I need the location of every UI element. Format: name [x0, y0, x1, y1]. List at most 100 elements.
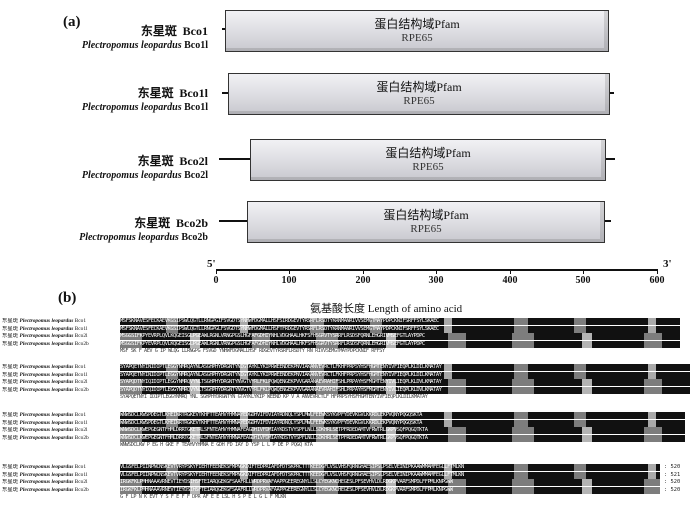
- alignment-block-1: 东星斑 Plectropomus leopardus Bco1 MSFSKNAV…: [0, 318, 700, 354]
- axis-tick: [583, 269, 584, 274]
- alignment-sequence: SYAPQDTNYIQIDIPTLEGGYNMRQVYNLTSGHPHYDRGN…: [120, 379, 690, 387]
- row-1-species-gene: Bco1l: [184, 40, 208, 51]
- row-2-species: Plectropomus leopardus: [81, 102, 182, 113]
- alignment-row: 东星斑 Plectropomus leopardus Bco1 VLGSFELP…: [0, 464, 700, 472]
- alignment-row-label: 东星斑 Plectropomus leopardus Bco1l: [2, 325, 88, 332]
- alignment-sequence: VLGSFELPIINPNCNSKEVTVRYPSKYFIEHTFEENEKSF…: [120, 471, 660, 479]
- alignment-row-label: 东星斑 Plectropomus leopardus Bco2b: [2, 434, 89, 441]
- row-2-label: 东星斑 Bco1l Plectropomus leopardus Bco1l: [58, 86, 208, 115]
- axis-tick-label: 300: [428, 275, 444, 286]
- panel-b-label: (b): [58, 290, 77, 306]
- consensus-line: WNWSDCLKW P EG H GKE F TEAHVYHMNA E GDH …: [120, 442, 313, 448]
- consensus-line: SYAPQETNYI IDIPTLEGGYNMRQ YNL SGHPHYDRGN…: [120, 394, 428, 400]
- axis-tick: [216, 269, 217, 274]
- axis-end-label: 3': [663, 258, 672, 270]
- alignment-sequence: SYAPQDTNYIQIDIPTLEGGYNMRQVYNLTSGHPHYDRGN…: [120, 387, 690, 395]
- alignment-block-2: 东星斑 Plectropomus leopardus Bco1 SYAPQETN…: [0, 364, 700, 400]
- alignment-row: 东星斑 Plectropomus leopardus Bco2l IRGKFKL…: [0, 479, 700, 487]
- row-1-gene: Bco1: [182, 24, 208, 38]
- axis-tick-label: 500: [575, 275, 591, 286]
- alignment-row-label: 东星斑 Plectropomus leopardus Bco1: [2, 318, 87, 324]
- row-4-species: Plectropomus leopardus: [79, 232, 179, 243]
- row-3-species-gene: Bco2l: [184, 170, 208, 181]
- row-4-cn: 东星斑: [134, 216, 171, 230]
- alignment-row: 东星斑 Plectropomus leopardus Bco1l VLGSFEL…: [0, 472, 700, 480]
- row-1-domain-title: 蛋白结构域Pfam: [374, 17, 460, 31]
- alignment-end-number: : 521: [664, 471, 681, 478]
- row-4-label: 东星斑 Bco2b Plectropomus leopardus Bco2b: [58, 216, 208, 245]
- alignment-sequence: SYAPQETNYINIDIPTLEGGYNMRQAYNLASGHPHYDRGN…: [120, 371, 690, 379]
- alignment-row: 东星斑 Plectropomus leopardus Bco2l MSGGSIF…: [0, 333, 700, 341]
- axis-tick-label: 0: [213, 275, 219, 286]
- row-2-species-gene: Bco1l: [184, 102, 208, 113]
- alignment-end-number: : 520: [664, 479, 681, 486]
- row-4-domain-sub: RPE65: [410, 223, 442, 235]
- row-1-label: 东星斑 Bco1 Plectropomus leopardus Bco1l: [58, 24, 208, 53]
- row-4-species-gene: Bco2b: [181, 232, 208, 243]
- row-2-cn: 东星斑: [137, 86, 174, 100]
- alignment-row: 东星斑 Plectropomus leopardus Bco1 SYAPQETN…: [0, 364, 700, 372]
- alignment-row-label: 东星斑 Plectropomus leopardus Bco2l: [2, 479, 88, 486]
- alignment-row-label: 东星斑 Plectropomus leopardus Bco1l: [2, 471, 88, 478]
- alignment-sequence: IRGKFKLPMHNAAAVRNEVTIEYDSIHSFTEIARQGEKGF…: [120, 487, 660, 495]
- row-2-gene: Bco1l: [179, 86, 208, 100]
- alignment-row: 东星斑 Plectropomus leopardus Bco2l WNWSDCL…: [0, 427, 700, 435]
- axis-tick-label: 400: [502, 275, 518, 286]
- consensus-line: MSF SK F AEV G IP WLQG LLRNGPG FSVGD YNH…: [120, 348, 385, 354]
- alignment-row-label: 东星斑 Plectropomus leopardus Bco2l: [2, 379, 88, 386]
- axis-tick: [363, 269, 364, 274]
- row-2-domain-sub: RPE65: [403, 95, 435, 107]
- axis-title: 氨基酸长度 Length of amino acid: [310, 303, 463, 315]
- alignment-row: 东星斑 Plectropomus leopardus Bco2l SYAPQDT…: [0, 379, 700, 387]
- alignment-row-label: 东星斑 Plectropomus leopardus Bco1l: [2, 371, 88, 378]
- alignment-row: 东星斑 Plectropomus leopardus Bco1l WNWSDCL…: [0, 420, 700, 428]
- row-3-gene: Bco2l: [179, 154, 208, 168]
- row-4-domain-title: 蛋白结构域Pfam: [383, 208, 469, 222]
- alignment-block-3: 东星斑 Plectropomus leopardus Bco1 WNWSDCLK…: [0, 412, 700, 448]
- alignment-row: 东星斑 Plectropomus leopardus Bco2b MSGGSIF…: [0, 341, 700, 349]
- row-3-label: 东星斑 Bco2l Plectropomus leopardus Bco2l: [58, 154, 208, 183]
- alignment-row-label: 东星斑 Plectropomus leopardus Bco1: [2, 412, 87, 418]
- alignment-row: 东星斑 Plectropomus leopardus Bco1 MSFSKNAV…: [0, 318, 700, 326]
- axis-tick: [510, 269, 511, 274]
- row-3-cn: 东星斑: [137, 154, 174, 168]
- alignment-sequence: IRGKFKLPMHNAAAVRNEVTIEYDSIHSFTEIARQGEKGF…: [120, 479, 660, 487]
- alignment-sequence: VLGSFELPIINPNCNSKEVTVRYPSKYFIEHTFEENEKSF…: [120, 464, 660, 472]
- row-2-domain-title: 蛋白结构域Pfam: [376, 80, 462, 94]
- alignment-end-number: : 520: [664, 486, 681, 493]
- row-4-domain-box: 蛋白结构域Pfam RPE65: [247, 201, 605, 243]
- alignment-row-label: 东星斑 Plectropomus leopardus Bco2l: [2, 333, 88, 340]
- alignment-sequence: MSFSKNAVESFECKAEVKGSIPSWLQGTLLRNGPGLFSVG…: [120, 325, 680, 333]
- row-1-domain-box: 蛋白结构域Pfam RPE65: [225, 10, 609, 52]
- row-1-cn: 东星斑: [140, 24, 177, 38]
- alignment-sequence: MSFSKNAVESFECKAEVKGSIPSWLQGTLLRNGPGIFSVG…: [120, 318, 680, 326]
- alignment-row: 东星斑 Plectropomus leopardus Bco1l MSFSKNA…: [0, 326, 700, 334]
- alignment-row-label: 东星斑 Plectropomus leopardus Bco2l: [2, 427, 88, 434]
- axis-tick: [436, 269, 437, 274]
- alignment-row-label: 东星斑 Plectropomus leopardus Bco1l: [2, 419, 88, 426]
- alignment-row-label: 东星斑 Plectropomus leopardus Bco1: [2, 364, 87, 370]
- axis-tick-label: 100: [281, 275, 297, 286]
- axis-tick-label: 600: [649, 275, 665, 286]
- alignment-sequence: MSGGSIFKPYEVRPLQVLKQGEISGLPGEAWLRGNLVRNG…: [120, 341, 680, 349]
- alignment-row: 东星斑 Plectropomus leopardus Bco2b WNWSDCL…: [0, 435, 700, 443]
- alignment-sequence: WNWSDCLKWEPGEGNTFHMLDRRTGKETRLSFNTEAHVYH…: [120, 427, 685, 435]
- alignment-sequence: MSGGSIFKPYEVRPLQVLKQGEISGLPGEAWLRGNLVRNG…: [120, 333, 680, 341]
- row-1-species: Plectropomus leopardus: [81, 40, 182, 51]
- alignment-row: 东星斑 Plectropomus leopardus Bco1l SYAPQET…: [0, 372, 700, 380]
- alignment-sequence: SYAPQETNYINIDIPTLEGGYNMRQAYNLASGHPHYDRGN…: [120, 364, 690, 372]
- alignment-row-label: 东星斑 Plectropomus leopardus Bco2b: [2, 340, 89, 347]
- axis-tick-label: 200: [355, 275, 371, 286]
- row-3-domain-box: 蛋白结构域Pfam RPE65: [250, 139, 606, 181]
- row-3-species: Plectropomus leopardus: [81, 170, 182, 181]
- axis-tick: [657, 269, 658, 274]
- row-3-domain-title: 蛋白结构域Pfam: [385, 146, 471, 160]
- row-4-gene: Bco2b: [175, 216, 208, 230]
- alignment-end-number: : 520: [664, 464, 681, 470]
- axis-line: [216, 269, 658, 271]
- row-1-domain-sub: RPE65: [401, 32, 433, 44]
- alignment-row-label: 东星斑 Plectropomus leopardus Bco2b: [2, 386, 89, 393]
- alignment-row-label: 东星斑 Plectropomus leopardus Bco1: [2, 464, 87, 470]
- alignment-row-label: 东星斑 Plectropomus leopardus Bco2b: [2, 486, 89, 493]
- row-2-domain-box: 蛋白结构域Pfam RPE65: [228, 73, 610, 115]
